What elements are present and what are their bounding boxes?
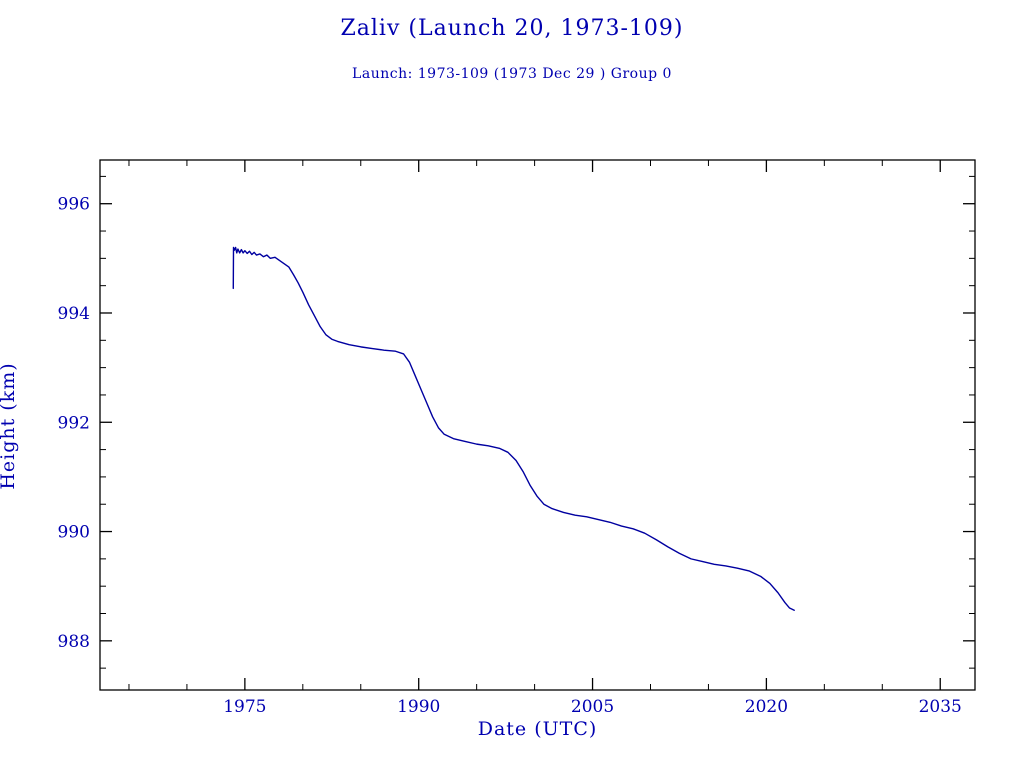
x-tick-label: 2005 xyxy=(571,697,614,717)
y-tick-label: 994 xyxy=(58,304,90,324)
x-tick-label: 2020 xyxy=(745,697,788,717)
y-tick-label: 990 xyxy=(58,523,90,543)
y-tick-label: 992 xyxy=(58,413,90,433)
data-line-height-km xyxy=(232,246,795,611)
y-tick-label: 996 xyxy=(58,195,90,215)
chart-subtitle: Launch: 1973-109 (1973 Dec 29 ) Group 0 xyxy=(352,66,672,82)
y-tick-label: 988 xyxy=(58,632,90,652)
plot-frame xyxy=(99,159,976,691)
x-tick-label: 1975 xyxy=(223,697,266,717)
chart-title: Zaliv (Launch 20, 1973-109) xyxy=(340,16,684,41)
x-tick-label: 1990 xyxy=(397,697,440,717)
x-tick-label: 2035 xyxy=(919,697,962,717)
x-axis-label: Date (UTC) xyxy=(477,718,598,740)
